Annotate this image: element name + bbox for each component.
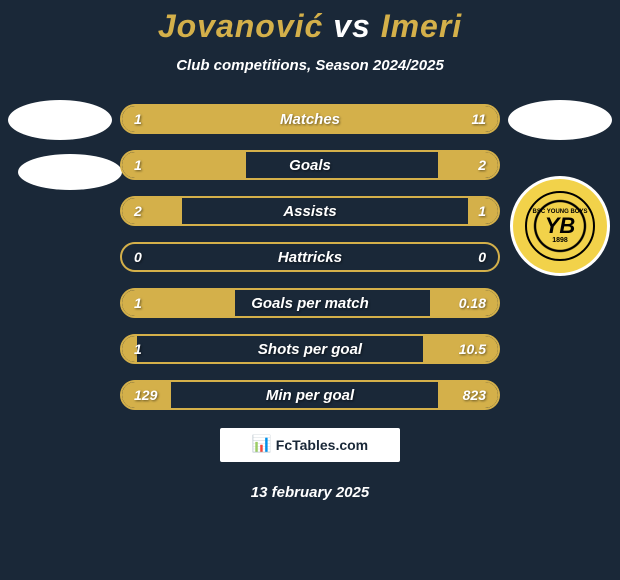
value-left: 129	[134, 387, 157, 403]
date-label: 13 february 2025	[0, 484, 620, 501]
stat-row: 2 1 Assists	[120, 196, 500, 226]
stat-row: 1 0.18 Goals per match	[120, 288, 500, 318]
stat-label: Goals per match	[251, 295, 369, 312]
value-right: 11	[471, 111, 486, 127]
subtitle: Club competitions, Season 2024/2025	[0, 57, 620, 74]
player1-avatar-placeholder-2	[18, 154, 122, 190]
stat-label: Goals	[289, 157, 331, 174]
stat-label: Min per goal	[266, 387, 354, 404]
page-title: Jovanović vs Imeri	[0, 8, 620, 45]
badge-monogram: YB	[545, 215, 576, 237]
value-right: 2	[478, 157, 486, 173]
brand-label: FcTables.com	[276, 437, 368, 453]
stat-row: 1 10.5 Shots per goal	[120, 334, 500, 364]
stat-row: 111Matches	[120, 104, 500, 134]
brand-footer[interactable]: 📊 FcTables.com	[220, 428, 400, 462]
stat-row: 129 823 Min per goal	[120, 380, 500, 410]
club-badge-inner: BSC YOUNG BOYS YB 1898	[525, 191, 595, 261]
comparison-card: Jovanović vs Imeri Club competitions, Se…	[0, 0, 620, 580]
badge-year: 1898	[552, 237, 568, 244]
bar-right	[438, 152, 498, 178]
player1-avatar-placeholder	[8, 100, 112, 140]
stat-label: Shots per goal	[258, 341, 362, 358]
stats-area: BSC YOUNG BOYS YB 1898 111Matches12Goals…	[0, 104, 620, 410]
bar-left	[122, 198, 182, 224]
player1-name: Jovanović	[158, 8, 324, 44]
chart-icon: 📊	[252, 437, 272, 453]
player2-avatar-placeholder	[508, 100, 612, 140]
stat-label: Hattricks	[278, 249, 342, 266]
value-right: 0	[478, 249, 486, 265]
value-left: 1	[134, 295, 142, 311]
stat-label: Matches	[280, 111, 340, 128]
stat-row: 0 0 Hattricks	[120, 242, 500, 272]
value-right: 10.5	[459, 341, 486, 357]
player2-name: Imeri	[381, 8, 462, 44]
value-left: 1	[134, 157, 142, 173]
value-left: 0	[134, 249, 142, 265]
stat-label: Assists	[283, 203, 336, 220]
value-right: 0.18	[459, 295, 486, 311]
stat-rows: 111Matches12Goals21Assists00Hattricks10.…	[120, 104, 500, 410]
value-left: 1	[134, 111, 142, 127]
value-right: 1	[478, 203, 486, 219]
title-vs: vs	[333, 8, 371, 44]
stat-row: 1 2 Goals	[120, 150, 500, 180]
value-left: 2	[134, 203, 142, 219]
club-badge: BSC YOUNG BOYS YB 1898	[510, 176, 610, 276]
value-left: 1	[134, 341, 142, 357]
value-right: 823	[463, 387, 486, 403]
